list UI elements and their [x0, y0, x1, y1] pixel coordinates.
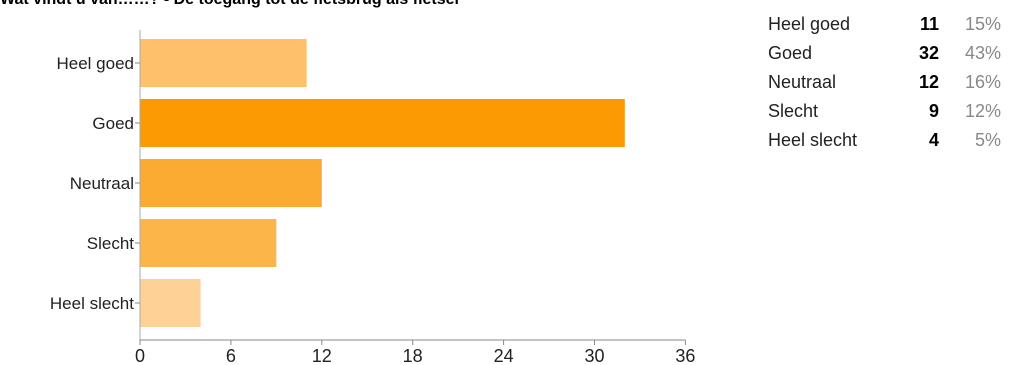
summary-row: Neutraal 12 16%: [768, 68, 1001, 97]
summary-count: 32: [918, 43, 939, 63]
x-tick-label: 6: [226, 346, 236, 365]
summary-count: 12: [918, 72, 939, 92]
summary-table: Heel goed 11 15% Goed 32 43% Neutraal 12…: [768, 10, 1001, 155]
bar-chart: Heel goed Goed Neutraal Slecht Heel slecht 0 6…: [50, 30, 695, 365]
category-label: Heel slecht: [50, 294, 134, 313]
x-tick-label: 36: [675, 346, 695, 365]
summary-label: Heel goed: [768, 14, 851, 34]
summary-label: Heel slecht: [768, 130, 858, 150]
x-tick-label: 12: [312, 346, 332, 365]
summary-label: Slecht: [768, 101, 819, 121]
summary-row: Slecht 9 12%: [768, 97, 1001, 126]
summary-row: Heel slecht 4 5%: [768, 126, 1001, 155]
bar: [140, 159, 322, 207]
summary-percent: 15%: [964, 14, 1001, 34]
summary-percent: 16%: [964, 72, 1001, 92]
x-tick-label: 24: [494, 346, 514, 365]
x-tick-label: 18: [403, 346, 423, 365]
summary-count: 11: [919, 14, 939, 34]
summary-count: 4: [928, 130, 939, 150]
summary-row: Heel goed 11 15%: [768, 10, 1001, 39]
bar: [140, 279, 201, 327]
summary-row: Goed 32 43%: [768, 39, 1001, 68]
category-label: Goed: [92, 114, 134, 133]
chart-title: Wat vindt u van……? - De toegang tot de f…: [0, 0, 720, 13]
x-tick-label: 30: [584, 346, 604, 365]
summary-label: Neutraal: [768, 72, 837, 92]
summary-percent: 12%: [964, 101, 1001, 121]
summary-percent: 5%: [974, 130, 1001, 150]
bar: [140, 219, 277, 267]
bar: [140, 99, 625, 147]
category-label: Slecht: [87, 234, 135, 253]
summary-count: 9: [928, 101, 939, 121]
x-tick-label: 0: [135, 346, 145, 365]
category-label: Heel goed: [56, 54, 134, 73]
summary-percent: 43%: [964, 43, 1001, 63]
category-label: Neutraal: [70, 174, 134, 193]
bar: [140, 39, 307, 87]
summary-label: Goed: [768, 43, 813, 63]
